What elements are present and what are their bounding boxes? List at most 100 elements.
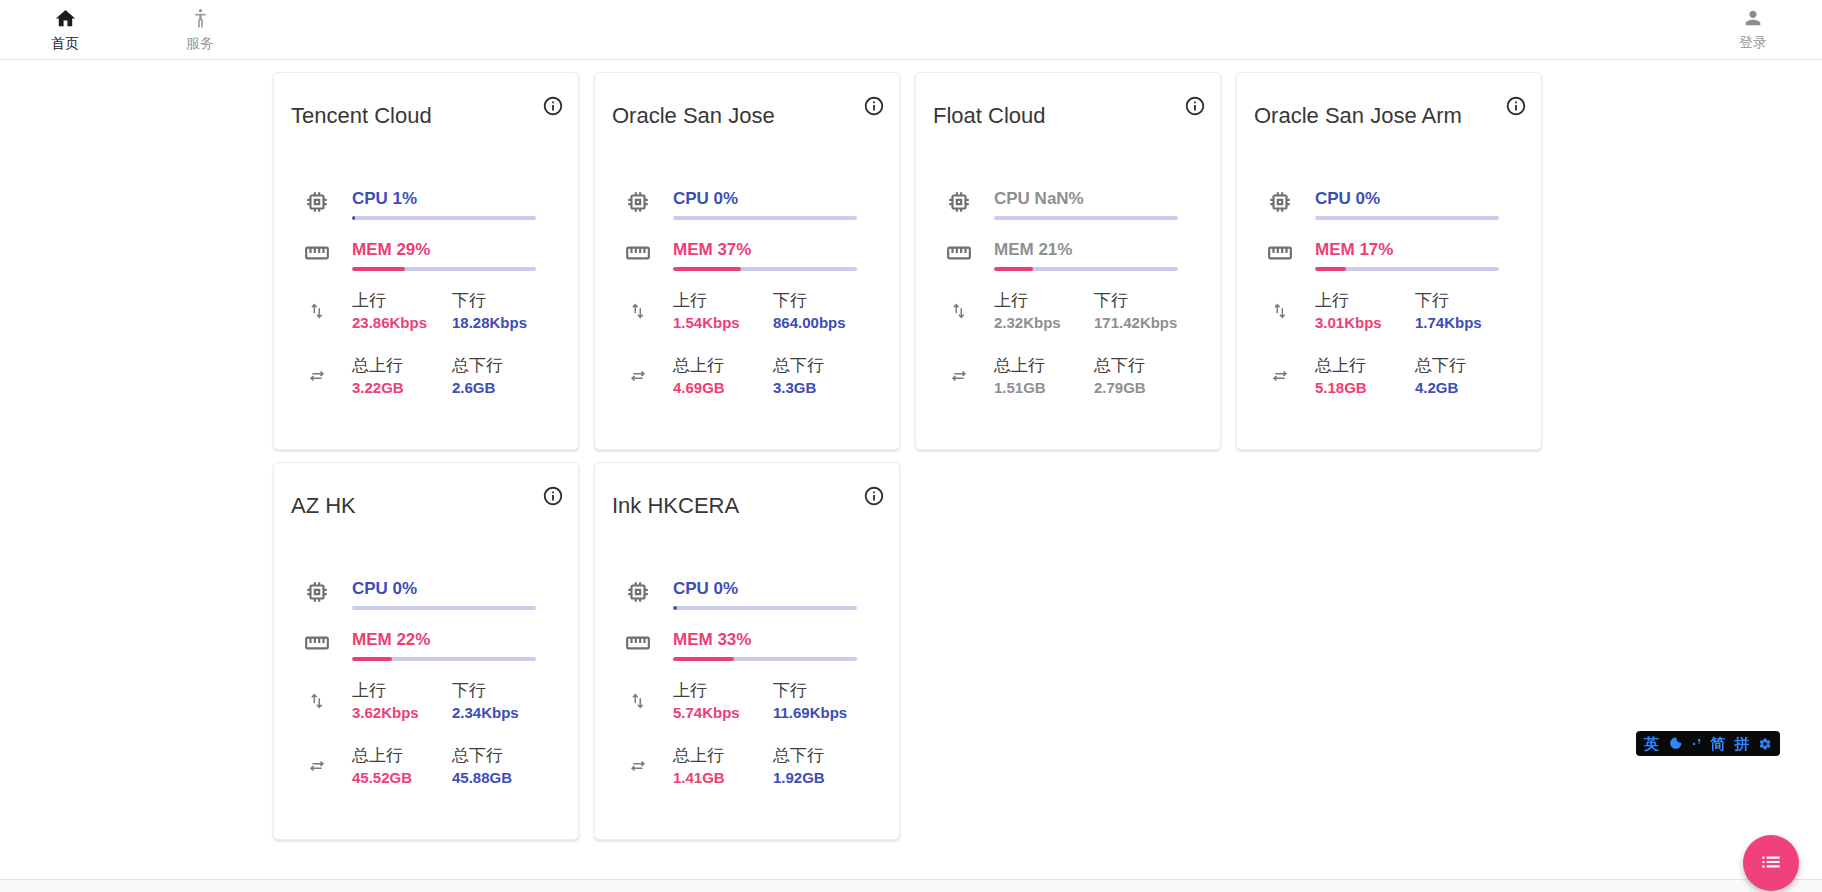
cpu-row: CPU 0% xyxy=(274,579,578,610)
mem-progressbar xyxy=(352,657,536,661)
total-download-value: 1.92GB xyxy=(773,769,873,787)
nav-item-login[interactable]: 登录 xyxy=(1718,7,1788,52)
ime-pinyin-toggle[interactable]: 拼 xyxy=(1734,731,1749,756)
upload-label: 上行 xyxy=(673,680,773,701)
ruler-icon xyxy=(924,240,994,271)
cpu-progressbar xyxy=(352,216,536,220)
download-label: 下行 xyxy=(773,680,873,701)
download-value: 2.34Kbps xyxy=(452,704,552,722)
total-upload-value: 5.18GB xyxy=(1315,379,1415,397)
card-header: Ink HKCERA xyxy=(612,485,885,521)
download-label: 下行 xyxy=(773,290,873,311)
mem-usage-text: MEM 33% xyxy=(673,630,857,650)
total-upload-value: 1.41GB xyxy=(673,769,773,787)
moon-icon[interactable] xyxy=(1668,736,1683,751)
download-value: 11.69Kbps xyxy=(773,704,873,722)
total-traffic-row: 总上行 4.69GB 总下行 3.3GB xyxy=(595,355,899,397)
cpu-row: CPU 0% xyxy=(595,189,899,220)
total-download-label: 总下行 xyxy=(1094,355,1194,376)
download-label: 下行 xyxy=(452,290,552,311)
server-name: Ink HKCERA xyxy=(612,493,863,519)
mem-row: MEM 33% xyxy=(595,630,899,661)
card-body: CPU 1% MEM 29% xyxy=(274,189,578,397)
swap-arrows-icon xyxy=(282,355,352,397)
total-traffic-row: 总上行 1.51GB 总下行 2.79GB xyxy=(916,355,1220,397)
mem-progress-fill xyxy=(994,267,1033,271)
total-upload-label: 总上行 xyxy=(673,355,773,376)
total-download-label: 总下行 xyxy=(452,745,552,766)
ime-toolbar: 英 ·’ 简 拼 xyxy=(1636,731,1780,756)
cpu-usage-text: CPU 0% xyxy=(673,189,857,209)
total-upload-label: 总上行 xyxy=(352,745,452,766)
info-icon[interactable] xyxy=(863,485,885,507)
cpu-chip-icon xyxy=(603,579,673,610)
total-upload-value: 3.22GB xyxy=(352,379,452,397)
info-icon[interactable] xyxy=(542,485,564,507)
cpu-chip-icon xyxy=(282,189,352,220)
server-name: Tencent Cloud xyxy=(291,103,542,129)
mem-usage-text: MEM 21% xyxy=(994,240,1178,260)
cpu-progress-fill xyxy=(673,606,677,610)
info-icon[interactable] xyxy=(863,95,885,117)
server-list-fab[interactable] xyxy=(1743,835,1799,891)
card-header: Oracle San Jose Arm xyxy=(1254,95,1527,131)
upload-value: 3.62Kbps xyxy=(352,704,452,722)
nav-item-label: 服务 xyxy=(186,35,214,53)
swap-arrows-icon xyxy=(603,355,673,397)
network-speed-row: 上行 23.86Kbps 下行 18.28Kbps xyxy=(274,290,578,332)
server-card: Ink HKCERA CPU 0% xyxy=(594,462,900,840)
network-speed-row: 上行 1.54Kbps 下行 864.00bps xyxy=(595,290,899,332)
cpu-chip-icon xyxy=(1245,189,1315,220)
total-traffic-row: 总上行 5.18GB 总下行 4.2GB xyxy=(1237,355,1541,397)
cpu-progressbar xyxy=(673,216,857,220)
total-upload-label: 总上行 xyxy=(352,355,452,376)
cpu-chip-icon xyxy=(924,189,994,220)
swap-arrows-icon xyxy=(1245,355,1315,397)
ime-simplified-toggle[interactable]: 简 xyxy=(1710,731,1725,756)
mem-progress-fill xyxy=(673,657,734,661)
cpu-chip-icon xyxy=(603,189,673,220)
ime-punctuation-toggle[interactable]: ·’ xyxy=(1692,731,1701,756)
ruler-icon xyxy=(603,630,673,661)
total-upload-value: 45.52GB xyxy=(352,769,452,787)
mem-usage-text: MEM 22% xyxy=(352,630,536,650)
total-traffic-row: 总上行 1.41GB 总下行 1.92GB xyxy=(595,745,899,787)
network-speed-row: 上行 3.62Kbps 下行 2.34Kbps xyxy=(274,680,578,722)
mem-usage-text: MEM 29% xyxy=(352,240,536,260)
nav-item-home[interactable]: 首页 xyxy=(30,7,100,53)
gear-icon[interactable] xyxy=(1758,737,1772,751)
info-icon[interactable] xyxy=(1184,95,1206,117)
upload-value: 2.32Kbps xyxy=(994,314,1094,332)
total-traffic-row: 总上行 3.22GB 总下行 2.6GB xyxy=(274,355,578,397)
card-header: Tencent Cloud xyxy=(291,95,564,131)
ruler-icon xyxy=(603,240,673,271)
upload-label: 上行 xyxy=(994,290,1094,311)
card-body: CPU 0% MEM 17% xyxy=(1237,189,1541,397)
mem-progress-fill xyxy=(1315,267,1346,271)
total-download-value: 45.88GB xyxy=(452,769,552,787)
download-value: 864.00bps xyxy=(773,314,873,332)
server-name: AZ HK xyxy=(291,493,542,519)
ime-language-toggle[interactable]: 英 xyxy=(1644,731,1659,756)
mem-usage-text: MEM 17% xyxy=(1315,240,1499,260)
server-card: Float Cloud CPU NaN% xyxy=(915,72,1221,450)
server-name: Oracle San Jose xyxy=(612,103,863,129)
cpu-usage-text: CPU 0% xyxy=(1315,189,1499,209)
list-icon xyxy=(1758,849,1784,878)
mem-usage-text: MEM 37% xyxy=(673,240,857,260)
total-download-label: 总下行 xyxy=(773,355,873,376)
mem-row: MEM 21% xyxy=(916,240,1220,271)
info-icon[interactable] xyxy=(542,95,564,117)
main-content: Tencent Cloud CPU 1% xyxy=(0,60,1822,840)
mem-row: MEM 37% xyxy=(595,240,899,271)
info-icon[interactable] xyxy=(1505,95,1527,117)
upload-label: 上行 xyxy=(352,680,452,701)
cpu-progress-fill xyxy=(352,216,355,220)
card-body: CPU 0% MEM 22% xyxy=(274,579,578,787)
total-upload-value: 1.51GB xyxy=(994,379,1094,397)
card-header: Float Cloud xyxy=(933,95,1206,131)
up-down-arrows-icon xyxy=(282,290,352,332)
server-name: Float Cloud xyxy=(933,103,1184,129)
nav-item-services[interactable]: 服务 xyxy=(165,7,235,53)
ruler-icon xyxy=(282,630,352,661)
